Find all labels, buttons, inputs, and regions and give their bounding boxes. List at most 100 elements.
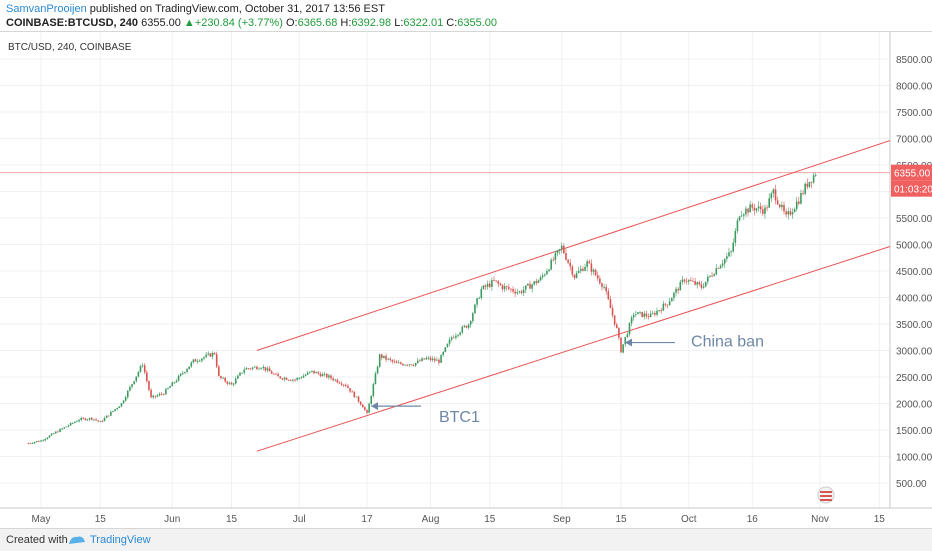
candle-body xyxy=(427,357,430,359)
candle-body xyxy=(213,352,216,355)
symbol-label: COINBASE:BTCUSD, 240 xyxy=(6,17,139,29)
candle-body xyxy=(626,334,629,338)
flag-stripe xyxy=(820,491,832,493)
candle-body xyxy=(736,220,739,231)
candle-body xyxy=(35,441,38,443)
candle-body xyxy=(196,361,199,362)
candle-body xyxy=(529,283,531,289)
candle-body xyxy=(556,250,559,254)
change-up-icon: ▲ xyxy=(183,17,195,29)
candle-body xyxy=(613,315,616,325)
candle-body xyxy=(512,289,514,292)
candle-body xyxy=(50,433,53,436)
candle-body xyxy=(294,379,296,381)
candle-body xyxy=(61,428,63,430)
y-tick-label: 5500.00 xyxy=(896,214,932,225)
candle-body xyxy=(465,325,468,328)
candle-body xyxy=(433,358,436,361)
candle-body xyxy=(810,181,813,183)
candle-body xyxy=(620,337,622,353)
candle-body xyxy=(381,354,383,358)
candle-body xyxy=(637,312,639,315)
candle-body xyxy=(31,443,34,444)
candle-body xyxy=(323,373,326,375)
candle-body xyxy=(700,284,703,288)
candle-body xyxy=(232,383,235,385)
candle-body xyxy=(698,282,701,285)
candle-body xyxy=(46,437,49,439)
candle-body xyxy=(467,324,470,328)
candle-body xyxy=(704,281,707,287)
candle-body xyxy=(707,276,709,282)
y-tick-label: 8500.00 xyxy=(896,55,932,66)
candle-body xyxy=(139,366,142,372)
candle-body xyxy=(342,384,345,386)
candle-body xyxy=(330,375,332,379)
candle-body xyxy=(241,372,243,374)
candle-body xyxy=(264,367,267,371)
candle-body xyxy=(546,271,548,275)
candle-body xyxy=(376,366,379,374)
trend-line xyxy=(256,246,891,452)
candle-body xyxy=(182,373,184,374)
candle-body xyxy=(228,382,231,384)
open-value: 6365.68 xyxy=(297,17,338,29)
candle-body xyxy=(552,259,555,261)
open-label: O: xyxy=(285,17,298,29)
candle-body xyxy=(505,286,508,288)
candle-body xyxy=(518,291,521,293)
candle-body xyxy=(247,368,250,370)
author-link[interactable]: SamvanProoijen xyxy=(6,3,87,15)
candle-body xyxy=(285,377,288,380)
quote-line: COINBASE:BTCUSD, 240 6355.00 ▲+230.84 (+… xyxy=(6,17,497,29)
candle-body xyxy=(599,278,601,284)
candle-body xyxy=(262,367,265,369)
candle-body xyxy=(812,175,815,183)
candle-body xyxy=(359,401,362,405)
candle-body xyxy=(296,378,298,380)
candle-body xyxy=(283,377,286,380)
candle-body xyxy=(459,332,461,335)
candle-body xyxy=(624,337,627,345)
candle-body xyxy=(609,299,612,309)
candle-body xyxy=(226,381,229,384)
price-chart[interactable]: 500.00 1000.00 1500.00 2000.00 2500.00 3000.0… xyxy=(0,32,932,529)
y-tick-label: 8000.00 xyxy=(896,82,932,93)
candle-body xyxy=(118,406,121,409)
candle-body xyxy=(317,372,320,374)
candle-body xyxy=(357,396,360,402)
chart-panel[interactable]: 500.00 1000.00 1500.00 2000.00 2500.00 3000.0… xyxy=(0,31,932,529)
candle-body xyxy=(747,208,749,213)
price-tag-label: 6355.00 xyxy=(894,169,931,180)
candle-body xyxy=(493,280,495,281)
candle-body xyxy=(785,211,787,215)
tradingview-brand-link[interactable]: TradingView xyxy=(90,534,151,546)
candle-body xyxy=(133,381,135,385)
candle-body xyxy=(65,426,68,428)
candle-body xyxy=(444,347,447,352)
candle-body xyxy=(472,313,474,321)
candle-body xyxy=(141,365,144,367)
candle-body xyxy=(442,351,445,356)
candle-body xyxy=(683,279,686,282)
candle-body xyxy=(315,372,317,374)
y-tick-label: 1500.00 xyxy=(896,426,932,437)
candle-body xyxy=(215,354,218,367)
x-tick-label: May xyxy=(32,514,51,525)
y-tick-label: 2000.00 xyxy=(896,400,932,411)
price-tag xyxy=(891,164,932,181)
candle-body xyxy=(615,324,618,328)
candle-body xyxy=(431,358,434,360)
candle-body xyxy=(514,291,516,294)
low-value: 6322.01 xyxy=(403,17,444,29)
candle-body xyxy=(86,419,89,421)
candle-body xyxy=(793,209,796,213)
candle-body xyxy=(397,362,400,364)
candle-body xyxy=(184,372,186,374)
candle-body xyxy=(78,419,80,422)
candle-body xyxy=(190,362,193,367)
candle-body xyxy=(52,433,55,435)
candle-body xyxy=(539,277,542,281)
candle-body xyxy=(340,383,343,385)
candle-body xyxy=(256,366,258,370)
